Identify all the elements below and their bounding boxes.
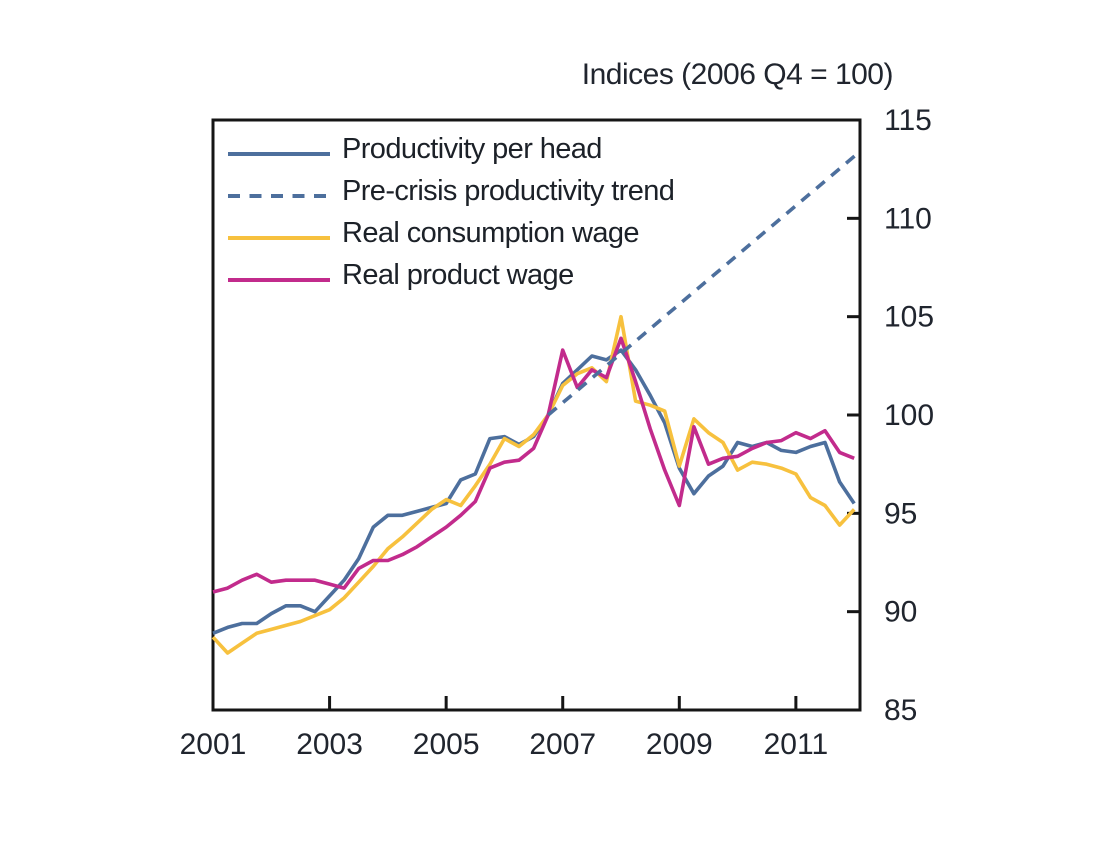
legend-swatch-solid-line: [228, 145, 330, 156]
y-tick-label: 110: [884, 202, 932, 235]
legend-swatch-solid-line: [228, 271, 330, 282]
legend-item: Productivity per head: [228, 128, 674, 170]
y-tick-label: 90: [884, 596, 917, 629]
series-line-real-product-wage: [212, 336, 855, 594]
legend-swatch-dashed-line: [228, 187, 330, 198]
x-tick-label: 2011: [764, 728, 829, 761]
legend-item: Real product wage: [228, 254, 674, 296]
x-tick-label: 2001: [180, 728, 247, 761]
x-tick-label: 2005: [413, 728, 480, 761]
tick-label-layer: 2001 2003 2005 2007 2009 2011 85 90 95 100 105 110 1…: [180, 104, 934, 761]
series-line-pre-crisis-productivity-trend: [547, 150, 862, 417]
x-tick-label: 2003: [296, 728, 363, 761]
y-tick-label: 115: [884, 104, 932, 137]
series-line-real-consumption-wage: [211, 314, 856, 655]
series-layer: [211, 150, 862, 655]
y-tick-label: 95: [884, 497, 917, 530]
legend-label: Real consumption wage: [342, 216, 640, 249]
legend-label: Pre-crisis productivity trend: [342, 174, 675, 207]
legend-item: Real consumption wage: [228, 212, 674, 254]
y-tick-label: 100: [884, 399, 934, 432]
x-tick-label: 2009: [646, 728, 713, 761]
series-line-productivity-per-head: [212, 348, 856, 635]
x-tick-label: 2007: [529, 728, 596, 761]
chart-title: Indices (2006 Q4 = 100): [581, 58, 894, 91]
legend-label: Real product wage: [342, 258, 574, 291]
y-tick-label: 105: [884, 301, 934, 334]
legend-label: Productivity per head: [342, 132, 602, 165]
y-tick-label: 85: [884, 694, 917, 727]
legend-swatch-solid-line: [228, 229, 330, 240]
axes-layer: [211, 118, 862, 712]
legend-item: Pre-crisis productivity trend: [228, 170, 675, 212]
legend: Productivity per head Pre-crisis producti…: [228, 128, 675, 296]
